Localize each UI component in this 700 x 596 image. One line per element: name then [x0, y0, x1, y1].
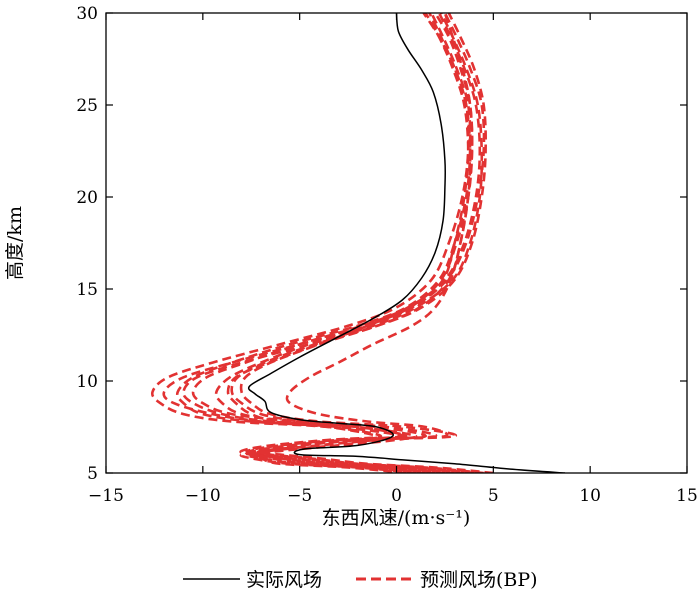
x-axis: −15 −10 −5 0 5 10 15: [88, 13, 698, 506]
predicted-wind-line: [249, 13, 474, 473]
legend: 实际风场 预测风场(BP): [183, 569, 538, 591]
predicted-wind-line: [150, 13, 470, 473]
plot-frame: [105, 12, 688, 474]
predicted-wind-line: [214, 13, 484, 473]
x-tick-label: 0: [391, 486, 402, 506]
predicted-wind-line: [175, 13, 475, 473]
predicted-wind-line: [162, 13, 486, 473]
y-axis: 5 10 15 20 25 30: [76, 4, 687, 484]
y-tick-label: 5: [87, 464, 98, 484]
x-tick-label: −15: [88, 486, 124, 506]
y-tick-label: 15: [76, 280, 98, 300]
series-layer: [150, 13, 566, 473]
y-tick-label: 25: [76, 96, 98, 116]
y-tick-label: 10: [76, 372, 98, 392]
predicted-wind-line: [182, 13, 484, 473]
legend-label-predicted: 预测风场(BP): [420, 569, 538, 591]
x-tick-label: 15: [676, 486, 698, 506]
legend-label-actual: 实际风场: [246, 569, 322, 591]
y-tick-label: 20: [76, 188, 98, 208]
x-tick-label: 10: [579, 486, 601, 506]
predicted-wind-line: [239, 13, 474, 473]
actual-wind-line: [247, 13, 566, 473]
x-tick-label: −10: [185, 486, 221, 506]
x-tick-label: 5: [488, 486, 499, 506]
x-axis-title: 东西风速/(m·s⁻¹): [322, 507, 471, 529]
y-axis-title: 高度/km: [4, 206, 26, 280]
y-tick-label: 30: [76, 4, 98, 24]
x-tick-label: −5: [287, 486, 312, 506]
predicted-wind-line: [230, 13, 487, 473]
